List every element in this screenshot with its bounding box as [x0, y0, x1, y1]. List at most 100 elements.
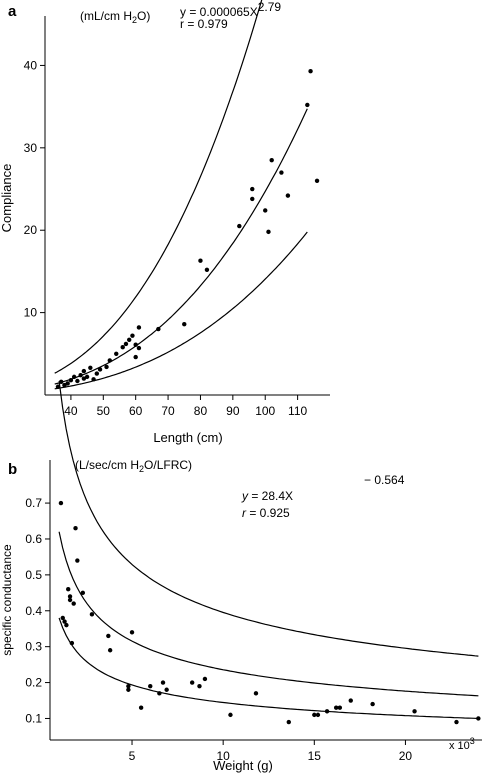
data-point	[58, 379, 64, 385]
x-tick-label: 80	[194, 404, 208, 418]
data-point	[476, 716, 481, 721]
panel-a-x-label: Length (cm)	[153, 430, 222, 445]
y-tick-label: 30	[24, 141, 38, 155]
data-point	[81, 376, 87, 381]
data-point	[64, 622, 69, 628]
data-point	[324, 709, 330, 714]
data-point	[107, 358, 112, 363]
panel-a-unit-label: (mL/cm H2O)	[80, 9, 150, 25]
data-point	[279, 170, 284, 175]
y-tick-label: 10	[24, 306, 38, 320]
panel-b-x-ticks: 5 10 15 20	[129, 740, 413, 763]
data-point	[65, 381, 70, 386]
data-point	[370, 701, 375, 707]
data-point	[286, 719, 291, 725]
data-point	[133, 342, 138, 347]
data-point	[204, 267, 210, 272]
x-tick-label: 5	[129, 749, 136, 763]
data-point	[71, 601, 76, 606]
data-point	[106, 633, 111, 639]
panel-a-curves	[54, 0, 308, 390]
curve-upper	[54, 0, 263, 374]
y-tick-label: 0.1	[25, 711, 42, 725]
data-point	[75, 558, 80, 563]
panel-b: b 0.1 0.2 0.3 0.4 0.5 0.6 0.7 5 10 15 20 (L/sec/c…	[0, 380, 482, 773]
data-point	[97, 367, 103, 372]
data-point	[127, 337, 132, 342]
data-point	[126, 683, 131, 689]
panel-b-unit-label: (L/sec/cm H2O/LFRC)	[75, 458, 192, 474]
data-point	[84, 374, 90, 380]
y-tick-label: 0.5	[25, 568, 42, 582]
panel-b-x-multiplier: x 103	[449, 736, 475, 752]
data-point	[164, 687, 169, 692]
data-point	[156, 326, 161, 332]
panel-a-r-value: r = 0.979	[180, 17, 228, 31]
data-point	[71, 374, 77, 380]
data-point	[308, 69, 313, 74]
data-point	[133, 354, 138, 360]
data-point	[126, 687, 131, 692]
data-point	[189, 680, 195, 685]
data-point	[136, 345, 142, 351]
data-point	[305, 102, 310, 108]
x-tick-label: 40	[64, 404, 78, 418]
data-point	[94, 371, 100, 376]
curve-upper	[58, 380, 479, 657]
data-point	[80, 590, 86, 596]
data-point	[237, 223, 242, 229]
x-tick-label: 20	[399, 749, 413, 763]
data-point	[91, 377, 96, 382]
panel-b-r-value: r = 0.925	[242, 506, 290, 520]
data-point	[114, 351, 119, 357]
y-tick-label: 0.4	[25, 604, 42, 618]
y-tick-label: 20	[24, 223, 38, 237]
panel-b-y-ticks: 0.1 0.2 0.3 0.4 0.5 0.6 0.7	[25, 496, 50, 725]
data-point	[269, 157, 274, 163]
data-point	[228, 712, 233, 718]
y-tick-label: 0.3	[25, 640, 42, 654]
data-point	[60, 615, 65, 621]
data-point	[160, 680, 166, 685]
data-point	[68, 377, 74, 383]
x-tick-label: 90	[226, 404, 240, 418]
data-point	[148, 683, 153, 689]
panel-a-points	[55, 69, 320, 389]
x-tick-label: 60	[129, 404, 143, 418]
panel-a-y-ticks: 10 20 30 40	[24, 58, 45, 320]
data-point	[454, 719, 459, 725]
x-tick-label: 110	[288, 404, 307, 418]
data-point	[136, 325, 142, 330]
data-point	[129, 630, 135, 635]
data-point	[58, 500, 64, 506]
data-point	[312, 712, 317, 718]
panel-b-y-label: specific conductance	[0, 544, 14, 656]
y-tick-label: 0.6	[25, 532, 42, 546]
curve-fit	[54, 108, 308, 385]
data-point	[250, 186, 255, 192]
x-tick-label: 10	[216, 749, 230, 763]
data-point	[253, 691, 259, 696]
data-point	[333, 705, 339, 710]
data-point	[55, 384, 61, 389]
panel-b-curves	[58, 380, 479, 720]
data-point	[263, 208, 268, 213]
data-point	[66, 587, 71, 592]
data-point	[266, 229, 271, 235]
x-tick-label: 70	[161, 404, 175, 418]
data-point	[202, 676, 208, 682]
data-point	[412, 709, 417, 714]
data-point	[67, 597, 73, 603]
panel-b-letter: b	[8, 461, 17, 478]
data-point	[198, 258, 203, 263]
data-point	[78, 373, 83, 378]
y-tick-label: 40	[24, 58, 38, 72]
panel-a: a 10 20 30 40 40 50 60 70 80 90 100 110 (mL/cm H2O…	[0, 0, 330, 445]
data-point	[157, 691, 162, 696]
data-point	[75, 378, 80, 384]
panel-b-points	[58, 500, 481, 725]
curve-lower	[58, 617, 479, 720]
data-point	[69, 640, 75, 646]
data-point	[73, 526, 78, 531]
x-tick-label: 50	[97, 404, 111, 418]
